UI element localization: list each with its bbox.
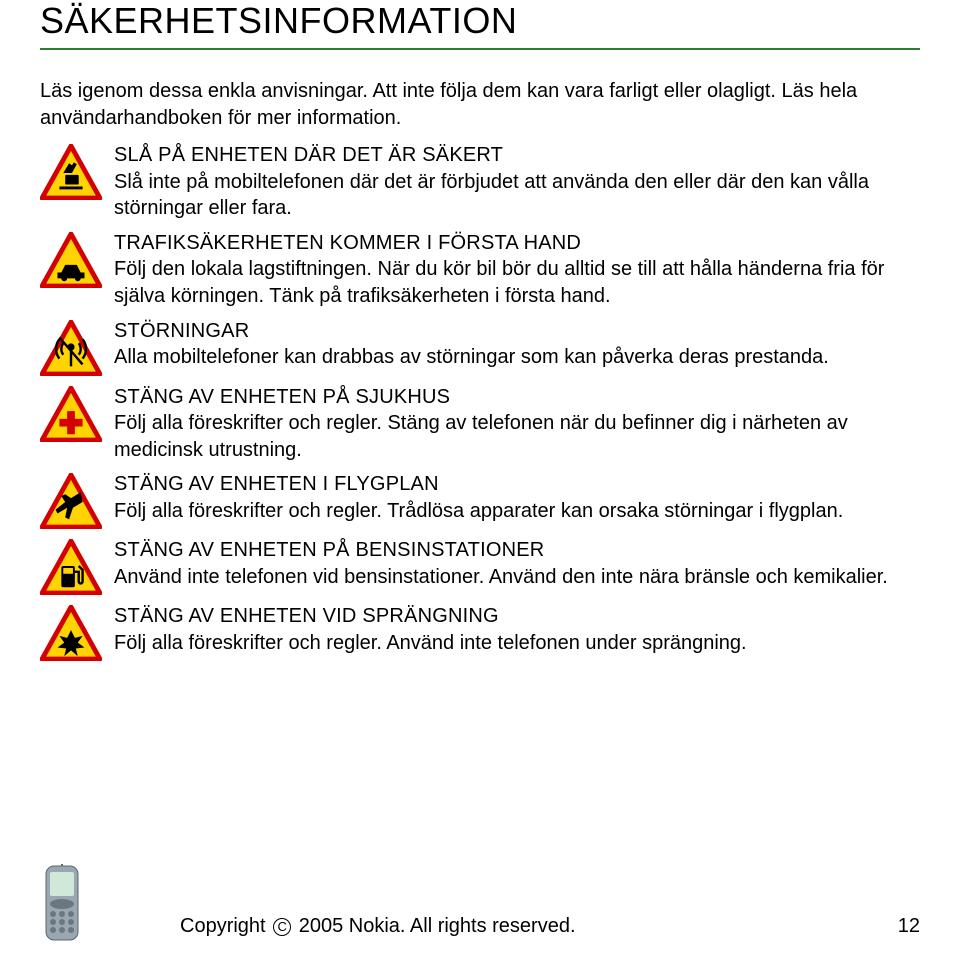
item-title: STÄNG AV ENHETEN VID SPRÄNGNING (114, 603, 920, 630)
hand-device-icon (40, 142, 114, 200)
car-icon (40, 230, 114, 288)
item-title: TRAFIKSÄKERHETEN KOMMER I FÖRSTA HAND (114, 230, 920, 257)
item-title: SLÅ PÅ ENHETEN DÄR DET ÄR SÄKERT (114, 142, 920, 169)
phone-icon (40, 864, 84, 942)
list-item: STÖRNINGAR Alla mobiltelefoner kan drabb… (40, 318, 920, 376)
copyright-symbol: C (273, 918, 291, 936)
item-body: Följ alla föreskrifter och regler. Trådl… (114, 500, 843, 522)
page-title: SÄKERHETSINFORMATION (40, 0, 920, 50)
item-title: STÄNG AV ENHETEN PÅ BENSINSTATIONER (114, 537, 920, 564)
list-item: STÄNG AV ENHETEN I FLYGPLAN Följ alla fö… (40, 471, 920, 529)
copyright-post: 2005 Nokia. All rights reserved. (293, 915, 575, 937)
intro-paragraph: Läs igenom dessa enkla anvisningar. Att … (40, 78, 920, 132)
list-item: STÄNG AV ENHETEN VID SPRÄNGNING Följ all… (40, 603, 920, 661)
page-footer: Copyright C 2005 Nokia. All rights reser… (40, 864, 920, 942)
copyright-text: Copyright C 2005 Nokia. All rights reser… (180, 915, 898, 942)
item-body: Alla mobiltelefoner kan drabbas av störn… (114, 346, 829, 368)
item-body: Följ alla föreskrifter och regler. Använ… (114, 632, 747, 654)
list-item: STÄNG AV ENHETEN PÅ BENSINSTATIONER Anvä… (40, 537, 920, 595)
hospital-icon (40, 384, 114, 442)
fuel-icon (40, 537, 114, 595)
safety-items-list: SLÅ PÅ ENHETEN DÄR DET ÄR SÄKERT Slå int… (40, 142, 920, 661)
item-body: Använd inte telefonen vid bensinstatione… (114, 566, 888, 588)
page-number: 12 (898, 915, 920, 942)
list-item: STÄNG AV ENHETEN PÅ SJUKHUS Följ alla fö… (40, 384, 920, 464)
blast-icon (40, 603, 114, 661)
item-body: Följ alla föreskrifter och regler. Stäng… (114, 412, 848, 461)
item-body: Följ den lokala lagstiftningen. När du k… (114, 258, 884, 307)
antenna-icon (40, 318, 114, 376)
list-item: SLÅ PÅ ENHETEN DÄR DET ÄR SÄKERT Slå int… (40, 142, 920, 222)
item-title: STÄNG AV ENHETEN PÅ SJUKHUS (114, 384, 920, 411)
item-title: STÖRNINGAR (114, 318, 920, 345)
copyright-pre: Copyright (180, 915, 271, 937)
item-body: Slå inte på mobiltelefonen där det är fö… (114, 171, 869, 220)
item-title: STÄNG AV ENHETEN I FLYGPLAN (114, 471, 920, 498)
list-item: TRAFIKSÄKERHETEN KOMMER I FÖRSTA HAND Fö… (40, 230, 920, 310)
airplane-icon (40, 471, 114, 529)
